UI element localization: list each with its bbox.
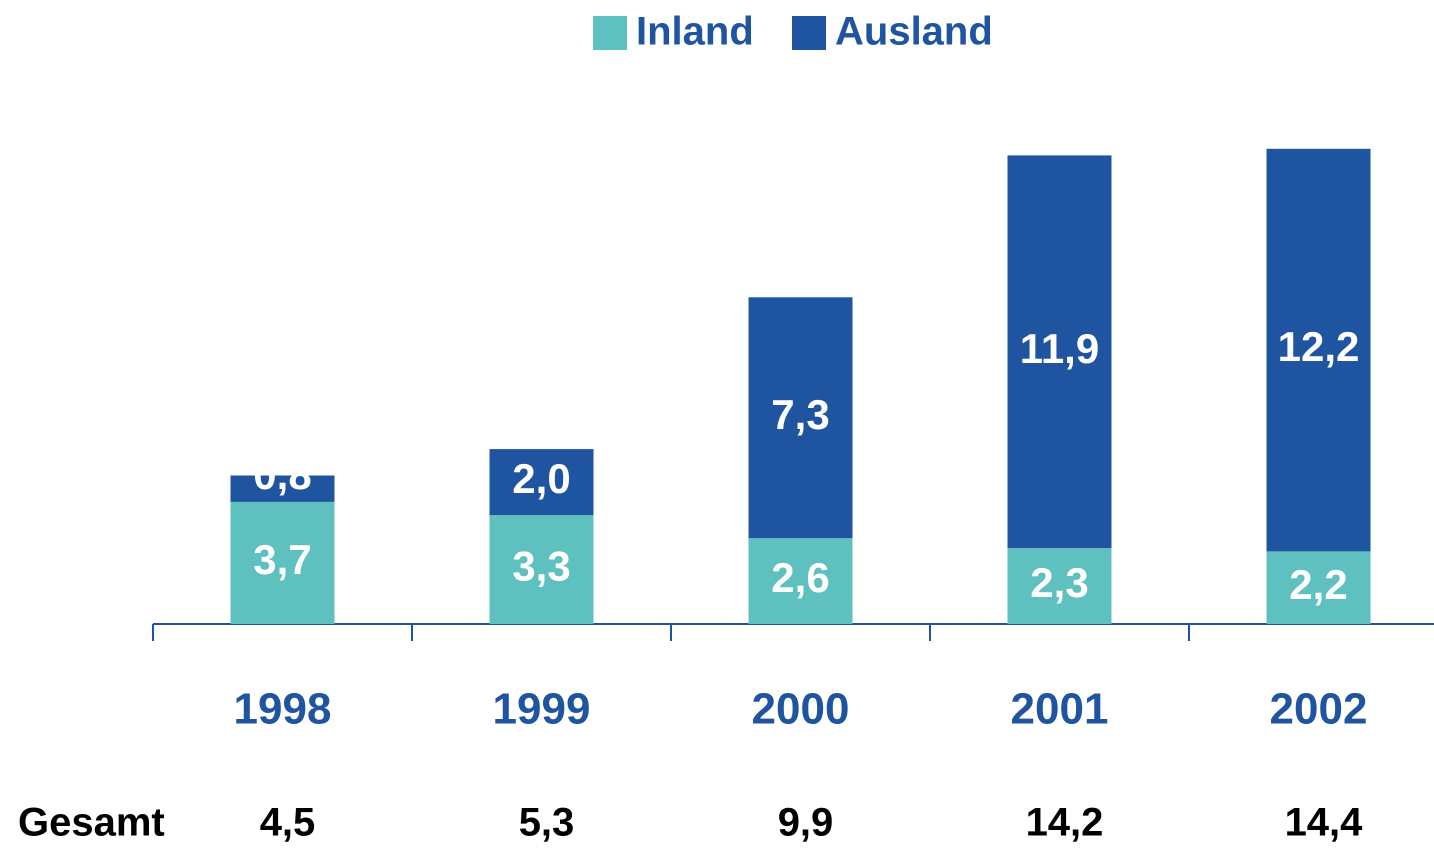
value-label: 0,8 — [253, 451, 311, 498]
bar-segment — [1266, 148, 1371, 552]
bar-segment — [489, 449, 594, 516]
total-value: 14,2 — [1026, 801, 1104, 845]
legend-label: Ausland — [835, 10, 993, 54]
value-label: 3,3 — [512, 543, 570, 590]
value-label: 2,6 — [771, 554, 829, 601]
x-tick-label: 1999 — [493, 685, 591, 734]
x-tick-label: 1998 — [234, 685, 332, 734]
bar-segment — [748, 538, 853, 624]
x-tick-label: 2002 — [1270, 685, 1368, 734]
x-tick-label: 2000 — [752, 685, 850, 734]
bar-segment — [748, 297, 853, 539]
total-title: Gesamt — [18, 801, 165, 845]
x-tick-label: 2001 — [1011, 685, 1109, 734]
total-value: 9,9 — [778, 801, 834, 845]
total-value: 4,5 — [260, 801, 316, 845]
legend-swatch — [593, 16, 627, 50]
value-label: 2,0 — [512, 455, 570, 502]
value-label: 11,9 — [1020, 325, 1099, 372]
bar-segment — [489, 515, 594, 624]
total-value: 5,3 — [519, 801, 575, 845]
legend-label: Inland — [636, 10, 754, 54]
value-label: 2,3 — [1030, 559, 1088, 606]
value-label: 7,3 — [771, 391, 829, 438]
bar-segment — [230, 475, 335, 502]
bar-segment — [1007, 548, 1112, 624]
legend-swatch — [792, 16, 826, 50]
value-label: 3,7 — [253, 536, 311, 583]
bar-segment — [230, 501, 335, 624]
value-label: 12,2 — [1278, 323, 1360, 370]
value-label: 2,2 — [1289, 561, 1347, 608]
total-value: 14,4 — [1285, 801, 1364, 845]
bar-segment — [1266, 551, 1371, 624]
bar-segment — [1007, 155, 1112, 549]
